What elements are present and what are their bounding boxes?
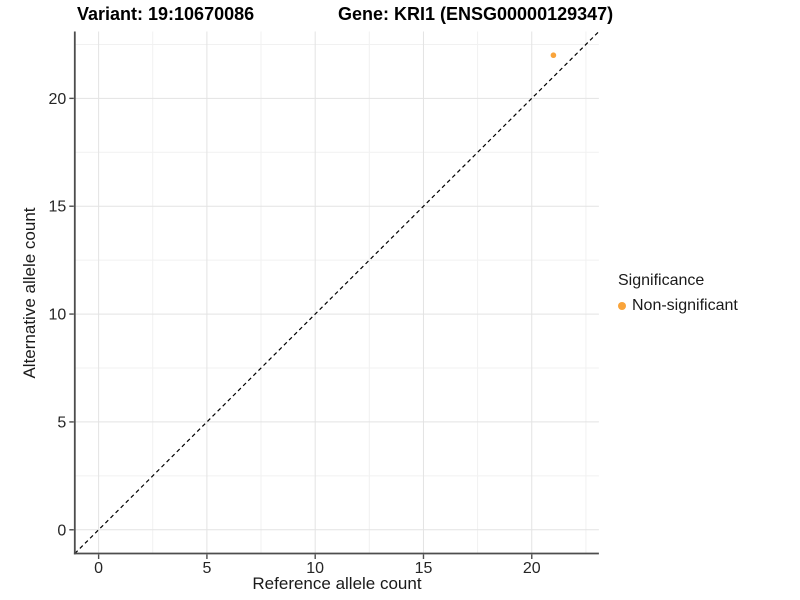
data-point xyxy=(550,52,557,59)
legend: Significance Non-significant xyxy=(618,272,738,315)
y-axis-title: Alternative allele count xyxy=(20,207,39,379)
y-tick-label: 5 xyxy=(57,414,66,431)
x-axis-title: Reference allele count xyxy=(252,574,422,593)
legend-item: Non-significant xyxy=(618,297,738,315)
y-tick-label: 0 xyxy=(57,522,66,539)
x-tick-label: 15 xyxy=(415,560,433,577)
x-tick-label: 20 xyxy=(523,560,541,577)
identity-dashed-line xyxy=(74,31,600,554)
y-tick-label: 20 xyxy=(49,91,67,108)
legend-point-icon xyxy=(618,302,626,310)
y-tick-label: 15 xyxy=(49,199,67,216)
y-tick-label: 10 xyxy=(49,307,67,324)
plot-title-gene: Gene: KRI1 (ENSG00000129347) xyxy=(338,4,614,24)
x-tick-label: 0 xyxy=(94,560,103,577)
x-tick-label: 5 xyxy=(202,560,211,577)
x-tick-label: 10 xyxy=(306,560,324,577)
legend-title: Significance xyxy=(618,272,705,289)
plot-title-variant: Variant: 19:10670086 xyxy=(77,4,255,24)
legend-item-label: Non-significant xyxy=(632,297,738,314)
